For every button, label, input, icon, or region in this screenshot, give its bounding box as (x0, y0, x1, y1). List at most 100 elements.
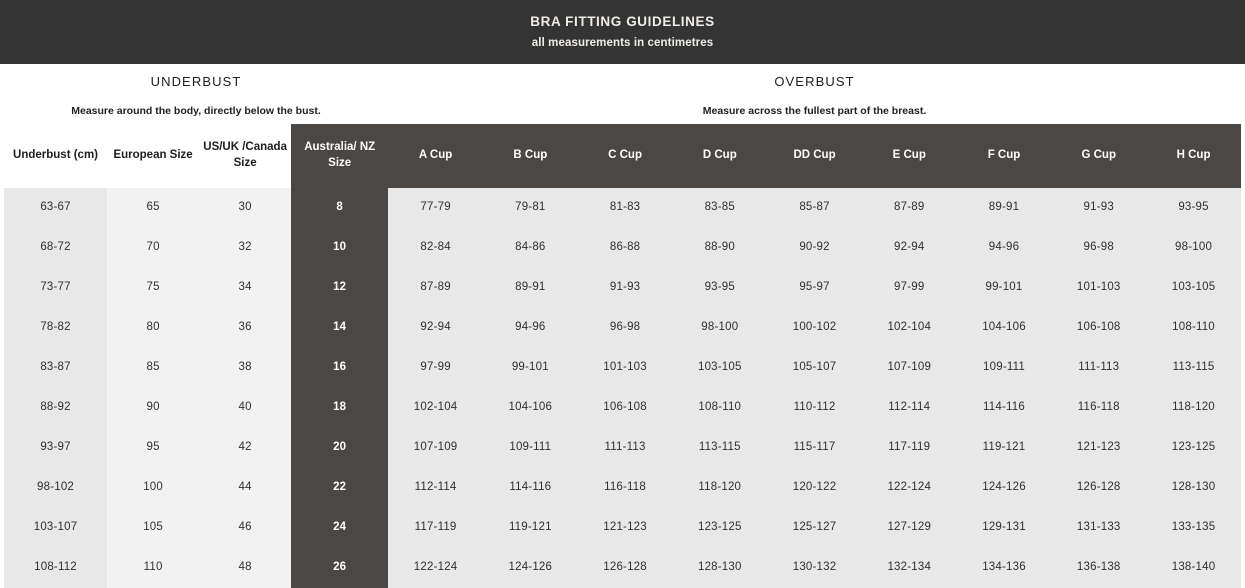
cell-cup-a: 107-109 (388, 428, 483, 468)
cell-cup-f: 119-121 (956, 428, 1052, 468)
cell-underbust: 98-102 (4, 468, 108, 508)
table-header: Underbust (cm) European Size US/UK /Cana… (4, 124, 1241, 188)
cell-cup-h: 128-130 (1146, 468, 1241, 508)
cell-cup-a: 122-124 (388, 548, 483, 588)
column-header-cup-e: E Cup (861, 124, 957, 188)
column-header-australia-nz-size: Australia/ NZ Size (291, 124, 389, 188)
cell-underbust: 73-77 (4, 268, 108, 308)
cell-cup-d: 88-90 (672, 228, 768, 268)
cell-cup-a: 82-84 (388, 228, 483, 268)
cell-underbust: 88-92 (4, 388, 108, 428)
cell-cup-dd: 100-102 (767, 308, 862, 348)
cell-underbust: 93-97 (4, 428, 108, 468)
cell-cup-g: 91-93 (1051, 188, 1147, 228)
table-row: 73-77 75 34 12 87-89 89-91 91-93 93-95 95-97 97-9… (4, 268, 1241, 308)
cell-cup-d: 123-125 (672, 508, 768, 548)
column-header-cup-a: A Cup (388, 124, 483, 188)
cell-cup-dd: 105-107 (767, 348, 862, 388)
cell-underbust: 83-87 (4, 348, 108, 388)
section-underbust-title: UNDERBUST (150, 74, 242, 89)
cell-cup-dd: 120-122 (767, 468, 862, 508)
column-header-cup-dd: DD Cup (767, 124, 862, 188)
section-header-band: UNDERBUST Measure around the body, direc… (0, 64, 1245, 124)
cell-cup-dd: 115-117 (767, 428, 862, 468)
cell-cup-a: 117-119 (388, 508, 483, 548)
cell-cup-h: 113-115 (1146, 348, 1241, 388)
cell-underbust: 103-107 (4, 508, 108, 548)
cell-australia-nz-size: 8 (291, 188, 389, 228)
cell-european-size: 105 (107, 508, 200, 548)
cell-cup-h: 133-135 (1146, 508, 1241, 548)
cell-european-size: 85 (107, 348, 200, 388)
cell-cup-e: 102-104 (861, 308, 957, 348)
cell-cup-d: 108-110 (672, 388, 768, 428)
column-header-underbust: Underbust (cm) (4, 124, 108, 188)
cell-cup-g: 116-118 (1051, 388, 1147, 428)
cell-australia-nz-size: 20 (291, 428, 389, 468)
cell-us-uk-canada-size: 42 (199, 428, 292, 468)
cell-european-size: 70 (107, 228, 200, 268)
cell-cup-h: 98-100 (1146, 228, 1241, 268)
size-table: Underbust (cm) European Size US/UK /Cana… (4, 124, 1241, 588)
cell-cup-g: 131-133 (1051, 508, 1147, 548)
cell-cup-b: 109-111 (482, 428, 578, 468)
cell-cup-b: 104-106 (482, 388, 578, 428)
cell-cup-e: 132-134 (861, 548, 957, 588)
cell-cup-d: 103-105 (672, 348, 768, 388)
cell-cup-g: 106-108 (1051, 308, 1147, 348)
cell-cup-d: 98-100 (672, 308, 768, 348)
table-row: 103-107 105 46 24 117-119 119-121 121-123 123-1… (4, 508, 1241, 548)
cell-cup-dd: 85-87 (767, 188, 862, 228)
cell-cup-b: 99-101 (482, 348, 578, 388)
cell-cup-h: 138-140 (1146, 548, 1241, 588)
cell-cup-e: 122-124 (861, 468, 957, 508)
cell-cup-c: 96-98 (577, 308, 673, 348)
cell-cup-e: 107-109 (861, 348, 957, 388)
cell-cup-c: 111-113 (577, 428, 673, 468)
cell-cup-b: 124-126 (482, 548, 578, 588)
cell-us-uk-canada-size: 48 (199, 548, 292, 588)
cell-cup-a: 92-94 (388, 308, 483, 348)
cell-cup-dd: 130-132 (767, 548, 862, 588)
cell-us-uk-canada-size: 34 (199, 268, 292, 308)
cell-european-size: 95 (107, 428, 200, 468)
cell-cup-g: 101-103 (1051, 268, 1147, 308)
cell-cup-e: 127-129 (861, 508, 957, 548)
cell-european-size: 110 (107, 548, 200, 588)
cell-cup-a: 87-89 (388, 268, 483, 308)
cell-european-size: 65 (107, 188, 200, 228)
cell-cup-dd: 125-127 (767, 508, 862, 548)
cell-cup-c: 116-118 (577, 468, 673, 508)
cell-cup-dd: 90-92 (767, 228, 862, 268)
cell-australia-nz-size: 12 (291, 268, 389, 308)
cell-cup-b: 89-91 (482, 268, 578, 308)
cell-cup-b: 94-96 (482, 308, 578, 348)
cell-cup-d: 113-115 (672, 428, 768, 468)
cell-cup-b: 79-81 (482, 188, 578, 228)
cell-cup-d: 83-85 (672, 188, 768, 228)
cell-cup-a: 112-114 (388, 468, 483, 508)
cell-cup-f: 99-101 (956, 268, 1052, 308)
cell-cup-c: 126-128 (577, 548, 673, 588)
cell-cup-f: 134-136 (956, 548, 1052, 588)
cell-cup-c: 106-108 (577, 388, 673, 428)
cell-european-size: 100 (107, 468, 200, 508)
section-overbust-title: OVERBUST (774, 74, 855, 89)
cell-australia-nz-size: 22 (291, 468, 389, 508)
cell-australia-nz-size: 24 (291, 508, 389, 548)
cell-cup-e: 117-119 (861, 428, 957, 468)
cell-cup-b: 114-116 (482, 468, 578, 508)
table-row: 63-67 65 30 8 77-79 79-81 81-83 83-85 85-87 87-89… (4, 188, 1241, 228)
cell-cup-h: 123-125 (1146, 428, 1241, 468)
cell-cup-f: 94-96 (956, 228, 1052, 268)
cell-underbust: 108-112 (4, 548, 108, 588)
cell-cup-c: 81-83 (577, 188, 673, 228)
cell-underbust: 68-72 (4, 228, 108, 268)
cell-australia-nz-size: 26 (291, 548, 389, 588)
cell-cup-d: 128-130 (672, 548, 768, 588)
cell-european-size: 80 (107, 308, 200, 348)
cell-cup-g: 126-128 (1051, 468, 1147, 508)
column-header-cup-f: F Cup (956, 124, 1052, 188)
column-header-cup-b: B Cup (482, 124, 578, 188)
